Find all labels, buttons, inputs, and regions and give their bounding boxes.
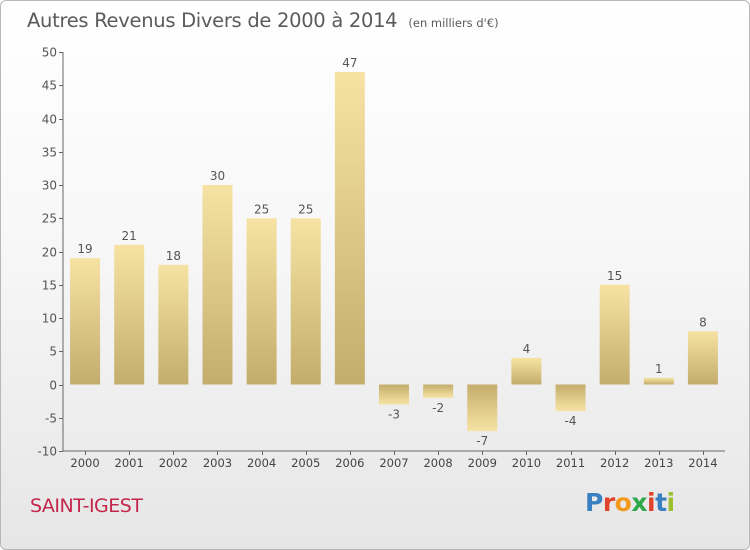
x-tick-label: 2001 <box>115 456 144 470</box>
y-tick-label: -10 <box>37 445 57 459</box>
y-tick-label: -5 <box>45 412 57 426</box>
logo-letter: r <box>602 488 615 517</box>
bar <box>70 258 101 385</box>
x-tick-label: 2011 <box>556 456 585 470</box>
bar <box>643 377 674 385</box>
unit-text: (en milliers d'€) <box>408 16 499 30</box>
x-tick-label: 2006 <box>335 456 364 470</box>
y-tick-label: 40 <box>42 113 57 127</box>
commune-name: SAINT-IGEST <box>30 495 143 517</box>
y-tick-label: 30 <box>42 179 57 193</box>
x-tick-label: 2005 <box>291 456 320 470</box>
bar-value-label: -4 <box>565 414 577 428</box>
bar-value-label: 25 <box>298 202 313 216</box>
x-tick-label: 2012 <box>600 456 629 470</box>
x-tick-label: 2002 <box>159 456 188 470</box>
bar <box>467 384 498 432</box>
bar <box>599 284 630 385</box>
logo-letter: P <box>585 488 603 517</box>
bar <box>334 71 365 385</box>
bar <box>687 331 718 385</box>
bar-value-label: 1 <box>655 362 663 376</box>
bar <box>114 244 145 385</box>
bar-value-label: -7 <box>476 434 488 448</box>
x-tick-label: 2003 <box>203 456 232 470</box>
y-tick-label: 45 <box>42 79 57 93</box>
logo-letter: o <box>614 488 632 517</box>
bar-value-label: 25 <box>254 202 269 216</box>
y-tick-label: 5 <box>49 345 57 359</box>
y-tick-label: 0 <box>49 379 57 393</box>
x-tick-label: 2004 <box>247 456 276 470</box>
logo-letter: i <box>666 488 676 517</box>
proxiti-logo: Proxiti <box>585 488 675 517</box>
logo-letter: x <box>631 488 647 517</box>
bar <box>246 218 277 385</box>
bar-value-label: 4 <box>523 342 531 356</box>
y-tick-label: 15 <box>42 279 57 293</box>
bar-value-label: 21 <box>122 229 137 243</box>
chart-title: Autres Revenus Divers de 2000 à 2014 (en… <box>27 9 499 32</box>
bar-value-label: 18 <box>166 249 181 263</box>
x-tick-label: 2014 <box>688 456 717 470</box>
x-tick-label: 2013 <box>644 456 673 470</box>
y-tick-label: 20 <box>42 246 57 260</box>
bar <box>158 264 189 385</box>
bar <box>423 384 454 398</box>
y-tick-label: 10 <box>42 312 57 326</box>
bar-value-label: 15 <box>607 269 622 283</box>
x-tick-label: 2009 <box>468 456 497 470</box>
bar-value-label: 47 <box>342 56 357 70</box>
bar-value-label: -2 <box>432 401 444 415</box>
bar <box>379 384 409 405</box>
title-text: Autres Revenus Divers de 2000 à 2014 <box>27 9 398 32</box>
bar-value-label: 8 <box>699 315 707 329</box>
logo-letter: t <box>655 488 667 517</box>
y-tick-label: 35 <box>42 146 57 160</box>
y-tick-label: 50 <box>42 46 57 60</box>
bar-value-label: -3 <box>388 407 400 421</box>
x-tick-label: 2000 <box>70 456 99 470</box>
bar <box>555 384 586 412</box>
x-tick-label: 2010 <box>512 456 541 470</box>
bar <box>202 185 233 385</box>
bar-value-label: 30 <box>210 169 225 183</box>
bar-value-label: 19 <box>77 242 92 256</box>
y-tick-label: 25 <box>42 212 57 226</box>
bar <box>290 218 321 385</box>
x-tick-label: 2007 <box>379 456 408 470</box>
bar <box>511 357 542 385</box>
logo-letter: i <box>647 488 656 517</box>
x-tick-label: 2008 <box>423 456 452 470</box>
